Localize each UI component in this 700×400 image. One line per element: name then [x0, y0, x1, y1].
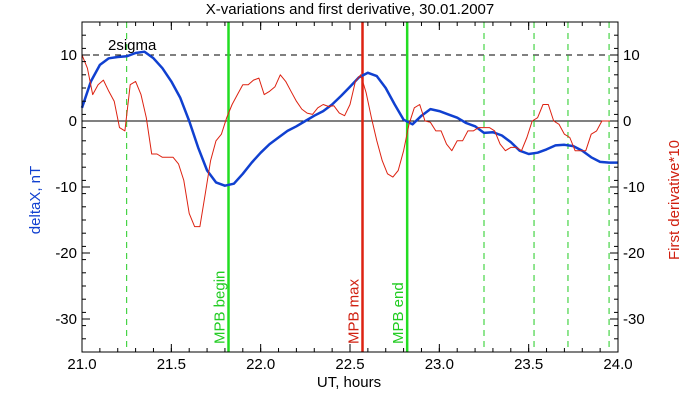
y-tick-label-right: -10	[623, 179, 645, 196]
y-tick-label-right: 10	[623, 47, 640, 64]
y-tick-label-right: -20	[623, 245, 645, 262]
y-tick-label-left: -20	[55, 245, 77, 262]
plot-area	[82, 22, 618, 352]
axis-ticks: 21.0 21.5 22.0 22.5 23.0 23.5 24.0 10 10 0 0 -10 -10…	[55, 21, 645, 373]
annotation-mpb-end: MPB end	[390, 282, 407, 344]
annotation-mpb-max: MPB max	[346, 278, 363, 344]
series-derivative-line	[81, 54, 618, 228]
y-tick-label-right: -30	[623, 311, 645, 328]
plot-background	[82, 22, 618, 352]
annotation-2sigma: 2sigma	[108, 37, 157, 54]
y-tick-label-right: 0	[623, 113, 631, 130]
x-tick-label: 22.0	[246, 356, 275, 373]
series-lines	[80, 50, 618, 228]
x-tick-label: 23.0	[425, 356, 454, 373]
x-tick-label: 21.5	[157, 356, 186, 373]
reference-hlines	[82, 54, 618, 122]
y-tick-label-left: -30	[55, 311, 77, 328]
x-axis-label: UT, hours	[317, 374, 381, 391]
y-axis-label-right: First derivative*10	[666, 140, 683, 260]
x-tick-label: 23.5	[514, 356, 543, 373]
y-tick-label-left: -10	[55, 179, 77, 196]
annotation-mpb-begin: MPB begin	[212, 271, 229, 344]
chart-title: X-variations and first derivative, 30.01…	[206, 1, 495, 18]
x-tick-label: 21.0	[67, 356, 96, 373]
annotations: 2sigma MPB begin MPB max MPB end	[108, 37, 407, 344]
event-vlines	[126, 22, 610, 352]
x-tick-label: 24.0	[603, 356, 632, 373]
x-tick-label: 22.5	[335, 356, 364, 373]
y-tick-label-left: 0	[69, 113, 77, 130]
y-tick-label-left: 10	[60, 47, 77, 64]
series-deltax-line	[80, 50, 618, 187]
y-axis-label-left: deltaX, nT	[27, 166, 44, 234]
